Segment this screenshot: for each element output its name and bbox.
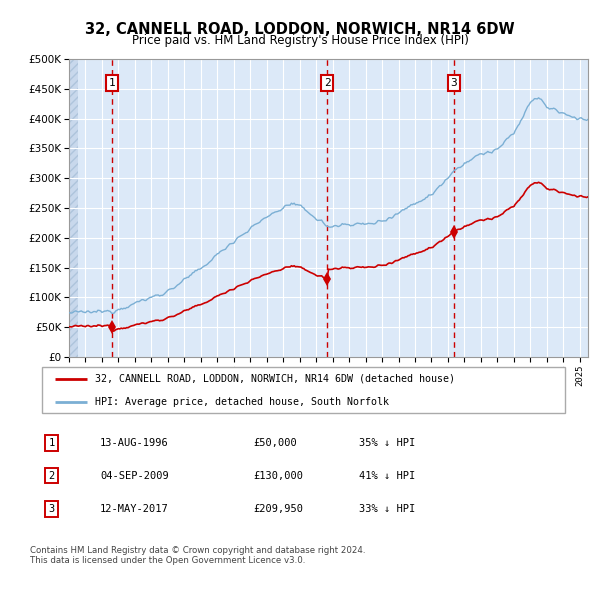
Text: Price paid vs. HM Land Registry's House Price Index (HPI): Price paid vs. HM Land Registry's House … xyxy=(131,34,469,47)
Text: £209,950: £209,950 xyxy=(253,504,303,514)
Text: Contains HM Land Registry data © Crown copyright and database right 2024.: Contains HM Land Registry data © Crown c… xyxy=(30,546,365,555)
FancyBboxPatch shape xyxy=(42,367,565,413)
Text: 3: 3 xyxy=(49,504,55,514)
Text: £50,000: £50,000 xyxy=(253,438,297,448)
Text: 2: 2 xyxy=(49,471,55,481)
Text: 1: 1 xyxy=(109,78,116,88)
Text: 35% ↓ HPI: 35% ↓ HPI xyxy=(359,438,415,448)
Text: HPI: Average price, detached house, South Norfolk: HPI: Average price, detached house, Sout… xyxy=(95,397,389,407)
Text: 13-AUG-1996: 13-AUG-1996 xyxy=(100,438,169,448)
Text: 3: 3 xyxy=(451,78,457,88)
Text: 04-SEP-2009: 04-SEP-2009 xyxy=(100,471,169,481)
Text: 41% ↓ HPI: 41% ↓ HPI xyxy=(359,471,415,481)
Text: 12-MAY-2017: 12-MAY-2017 xyxy=(100,504,169,514)
Text: 2: 2 xyxy=(324,78,331,88)
Text: 32, CANNELL ROAD, LODDON, NORWICH, NR14 6DW (detached house): 32, CANNELL ROAD, LODDON, NORWICH, NR14 … xyxy=(95,374,455,384)
Text: £130,000: £130,000 xyxy=(253,471,303,481)
Text: 32, CANNELL ROAD, LODDON, NORWICH, NR14 6DW: 32, CANNELL ROAD, LODDON, NORWICH, NR14 … xyxy=(85,22,515,37)
Text: 33% ↓ HPI: 33% ↓ HPI xyxy=(359,504,415,514)
Text: This data is licensed under the Open Government Licence v3.0.: This data is licensed under the Open Gov… xyxy=(30,556,305,565)
Text: 1: 1 xyxy=(49,438,55,448)
